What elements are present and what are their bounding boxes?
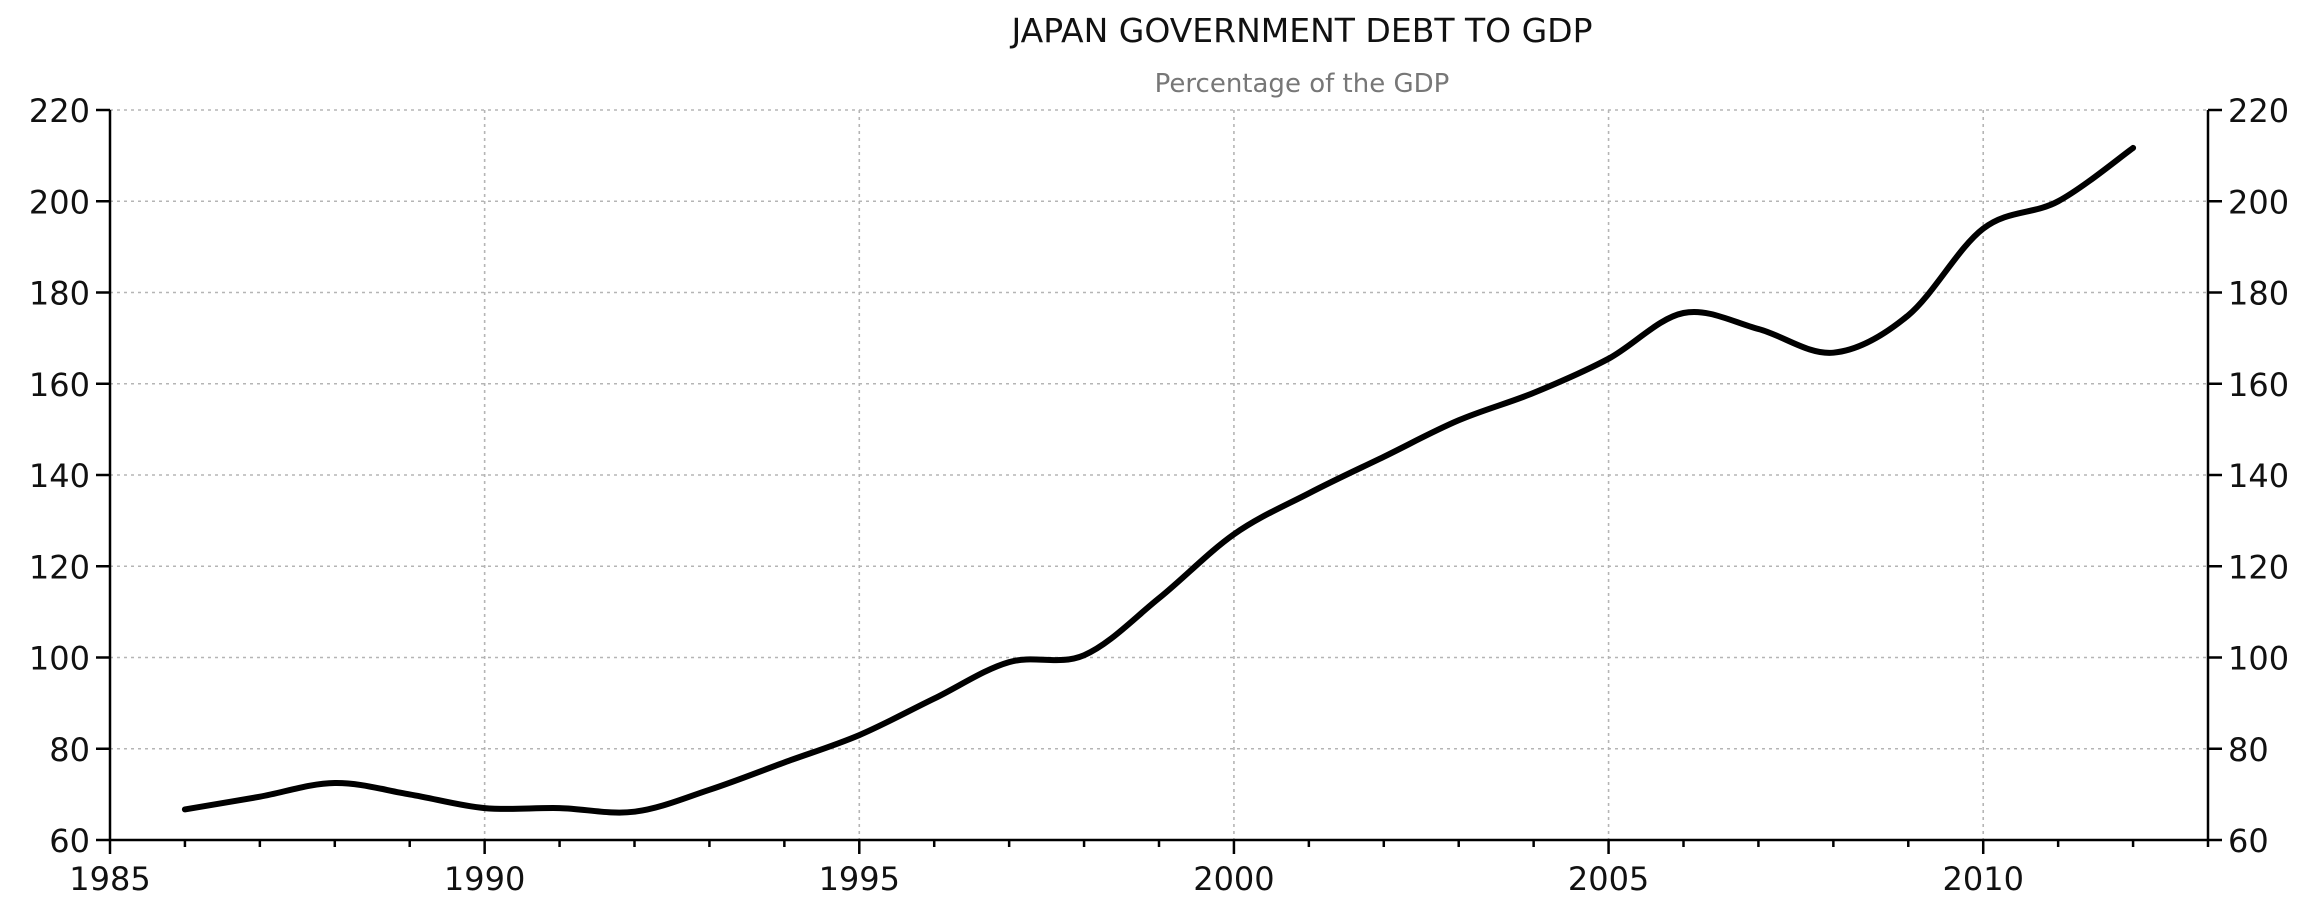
data-point [1606,356,1612,362]
data-point [257,794,263,800]
y-tick-label-right: 120 [2228,548,2289,586]
data-point [1905,312,1911,318]
data-point [2055,198,2061,204]
data-point [1156,595,1162,601]
grid-lines [110,109,2208,840]
data-point [182,806,188,812]
x-tick-label: 2010 [1942,860,2023,898]
y-tick-label-left: 100 [29,640,90,678]
x-tick-label: 2000 [1193,860,1274,898]
data-point [2130,145,2136,151]
data-point [482,805,488,811]
y-tick-label-right: 100 [2228,640,2289,678]
data-point [1456,417,1462,423]
data-point [706,787,712,793]
x-tick-label: 1985 [69,860,150,898]
data-point [1980,226,1986,232]
y-tick-label-left: 120 [29,548,90,586]
data-point [1755,326,1761,332]
axes [96,108,2222,854]
data-point [1081,652,1087,658]
data-point [1306,490,1312,496]
data-point [1830,350,1836,356]
y-tick-label-left: 180 [29,275,90,313]
y-tick-label-left: 220 [29,92,90,130]
y-tick-label-right: 80 [2228,731,2269,769]
y-tick-label-left: 60 [49,822,90,860]
series-layer [181,144,2137,816]
x-tick-label: 1990 [444,860,525,898]
data-point [1681,310,1687,316]
chart-title: JAPAN GOVERNMENT DEBT TO GDP [1010,11,1593,50]
data-point [632,809,638,815]
series-line [181,144,2137,816]
y-tick-label-right: 160 [2228,366,2289,404]
y-tick-label-left: 160 [29,366,90,404]
x-tick-label: 2005 [1568,860,1649,898]
tick-labels: 60 60 80 80 100 100 120 120 140 140 160 160 180 180 20… [29,92,2289,898]
data-point [1381,454,1387,460]
data-point [1006,659,1012,665]
x-tick-label: 1995 [819,860,900,898]
data-point [407,791,413,797]
y-tick-label-right: 220 [2228,92,2289,130]
data-point [557,805,563,811]
y-tick-label-left: 140 [29,457,90,495]
y-tick-label-left: 200 [29,183,90,221]
data-point [1531,390,1537,396]
y-tick-label-left: 80 [49,731,90,769]
data-point [931,696,937,702]
y-tick-label-right: 140 [2228,457,2289,495]
data-point [332,780,338,786]
y-tick-label-right: 60 [2228,822,2269,860]
data-point [856,732,862,738]
data-point [1231,531,1237,537]
data-point [781,759,787,765]
y-tick-label-right: 180 [2228,275,2289,313]
chart-subtitle: Percentage of the GDP [1155,69,1450,99]
y-tick-label-right: 200 [2228,183,2289,221]
